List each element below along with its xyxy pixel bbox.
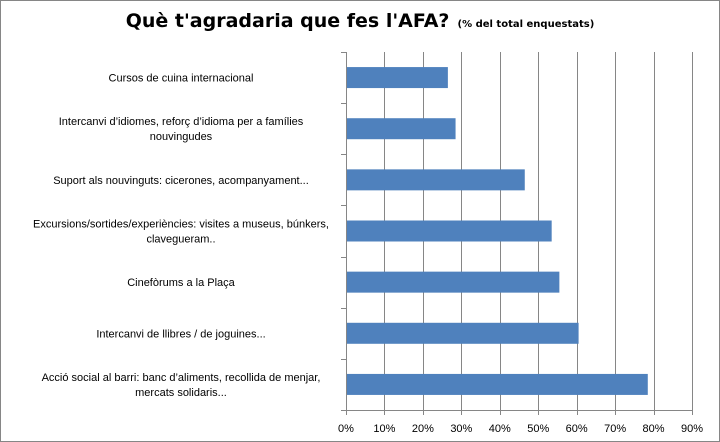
category-label-line: Suport als nouvinguts: cicerones, acompa…	[53, 175, 309, 187]
bar	[347, 322, 579, 344]
x-tick-label: 90%	[681, 423, 703, 435]
category-label-line: Intercanvi de llibres / de joguines...	[96, 328, 265, 340]
category-label-line: mercats solidaris...	[135, 387, 227, 399]
x-tick-label: 70%	[604, 423, 626, 435]
category-label: Intercanvi de llibres / de joguines...	[96, 328, 265, 340]
bar	[347, 169, 525, 191]
category-label: Intercanvi d’idiomes, reforç d’idioma pe…	[59, 116, 304, 143]
bar	[347, 220, 552, 242]
x-tick-label: 30%	[450, 423, 472, 435]
category-label-line: Intercanvi d’idiomes, reforç d’idioma pe…	[59, 116, 304, 128]
x-tick-label: 20%	[412, 423, 434, 435]
category-label-line: nouvingudes	[150, 131, 213, 143]
category-label: Excursions/sortides/experiències: visite…	[33, 219, 329, 246]
bar	[347, 373, 648, 395]
chart-title: Què t'agradaria que fes l'AFA?	[125, 10, 450, 32]
chart-title-row: Què t'agradaria que fes l'AFA? (% del to…	[0, 10, 720, 32]
bar	[347, 271, 560, 293]
x-tick-label: 80%	[643, 423, 665, 435]
x-tick-label: 50%	[527, 423, 549, 435]
category-label: Suport als nouvinguts: cicerones, acompa…	[53, 175, 309, 187]
category-label-line: Cinefòrums a la Plaça	[127, 277, 235, 289]
category-label: Cinefòrums a la Plaça	[127, 277, 235, 289]
bar	[347, 67, 448, 89]
category-label-line: Excursions/sortides/experiències: visite…	[33, 219, 329, 231]
category-label: Acció social al barri: banc d’aliments, …	[42, 372, 321, 399]
x-tick-label: 40%	[489, 423, 511, 435]
x-tick-label: 10%	[373, 423, 395, 435]
category-label-line: Cursos de cuina internacional	[109, 73, 254, 85]
category-label-line: clavegueram..	[146, 234, 215, 246]
x-tick-label: 0%	[338, 423, 354, 435]
x-tick-label: 60%	[566, 423, 588, 435]
category-label-line: Acció social al barri: banc d’aliments, …	[42, 372, 321, 384]
chart-subtitle: (% del total enquestats)	[457, 19, 595, 30]
bar	[347, 118, 456, 140]
category-label: Cursos de cuina internacional	[109, 73, 254, 85]
